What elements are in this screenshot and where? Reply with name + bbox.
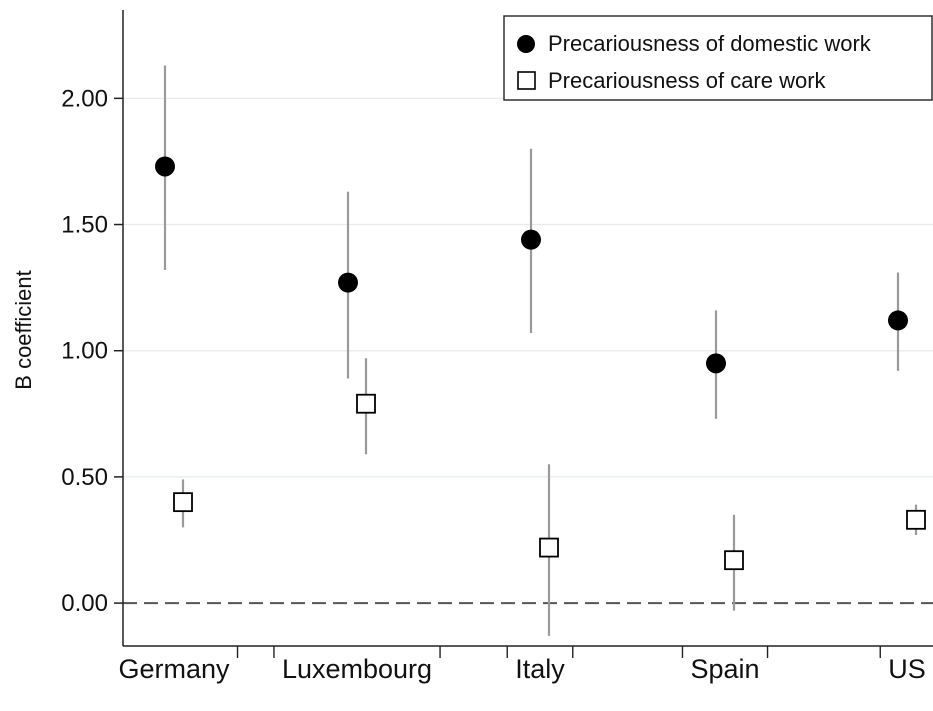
y-tick-label: 0.50 (61, 464, 108, 491)
y-axis-label: B coefficient (11, 270, 36, 389)
point-care (539, 537, 559, 558)
axes (122, 10, 933, 647)
point-care (173, 492, 193, 513)
point-domestic (521, 229, 541, 250)
y-tick-label: 1.50 (61, 212, 108, 239)
x-tick-label: Luxembourg (282, 654, 432, 684)
legend-marker-domestic (517, 35, 535, 53)
legend-box (503, 15, 933, 101)
x-tick-label: Italy (515, 654, 565, 684)
legend: Precariousness of domestic work Precario… (503, 15, 933, 101)
point-domestic (338, 272, 358, 293)
point-care (356, 393, 376, 414)
y-tick-label: 1.00 (61, 338, 108, 365)
point-domestic (888, 310, 908, 331)
legend-label-domestic: Precariousness of domestic work (548, 31, 872, 56)
x-tick-label: US (888, 654, 926, 684)
gridlines (123, 97, 933, 605)
x-axis-ticks: Germany Luxembourg Italy Spain US (118, 646, 926, 684)
y-tick-label: 0.00 (61, 590, 108, 617)
point-domestic (706, 353, 726, 374)
data-marks (155, 65, 926, 636)
x-tick-label: Germany (118, 654, 230, 684)
point-care (906, 509, 926, 530)
legend-label-care: Precariousness of care work (548, 68, 827, 93)
x-tick-label: Spain (690, 654, 759, 684)
y-tick-label: 2.00 (61, 85, 108, 112)
y-axis-ticks: 0.00 0.50 1.00 1.50 2.00 (61, 85, 123, 617)
point-care (724, 550, 744, 571)
legend-marker-care (517, 71, 536, 90)
point-domestic (155, 156, 175, 177)
